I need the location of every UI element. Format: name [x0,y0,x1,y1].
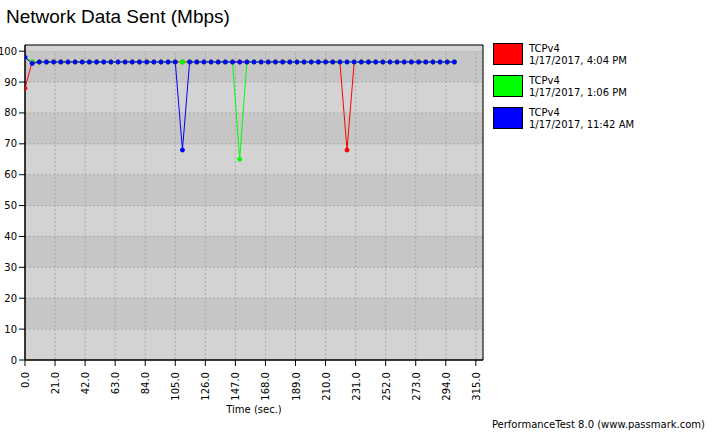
svg-text:40: 40 [8,231,17,242]
svg-text:60: 60 [8,169,17,180]
svg-text:42.0: 42.0 [80,372,91,394]
svg-text:Time (sec.): Time (sec.) [225,404,282,415]
html-text:TCPv4: TCPv4 [529,75,560,86]
svg-text:0: 0 [11,355,17,366]
svg-text:30: 30 [8,262,17,273]
html-text:1/17/2017, 11:42 AM: 1/17/2017, 11:42 AM [529,119,635,130]
svg-text:294.0: 294.0 [441,372,452,401]
svg-text:70: 70 [8,138,17,149]
svg-text:63.0: 63.0 [110,372,121,394]
html-text:1/17/2017, 4:04 PM: 1/17/2017, 4:04 PM [529,55,627,66]
svg-text:0.0: 0.0 [20,372,31,388]
svg-text:273.0: 273.0 [411,372,422,401]
html-text:PerformanceTest 8.0 (www.passm: PerformanceTest 8.0 (www.passmark.com) [491,419,705,430]
html-text:TCPv4: TCPv4 [529,107,560,118]
html-text:Network Data Sent (Mbps): Network Data Sent (Mbps) [6,6,230,27]
svg-text:315.0: 315.0 [471,372,482,401]
svg-text:168.0: 168.0 [260,372,271,401]
svg-text:21.0: 21.0 [50,372,61,394]
svg-text:231.0: 231.0 [351,372,362,401]
svg-text:10: 10 [8,324,17,335]
svg-text:90: 90 [8,77,17,88]
svg-text:210.0: 210.0 [321,372,332,401]
svg-text:105.0: 105.0 [170,372,181,401]
html-text:TCPv4: TCPv4 [529,43,560,54]
svg-text:100: 100 [8,46,17,57]
svg-text:20: 20 [8,293,17,304]
svg-text:252.0: 252.0 [381,372,392,401]
svg-text:80: 80 [8,107,17,118]
svg-text:126.0: 126.0 [200,372,211,401]
svg-text:84.0: 84.0 [140,372,151,394]
html-text:1/17/2017, 1:06 PM: 1/17/2017, 1:06 PM [529,87,627,98]
svg-text:50: 50 [8,200,17,211]
svg-text:147.0: 147.0 [230,372,241,401]
svg-text:189.0: 189.0 [291,372,302,401]
